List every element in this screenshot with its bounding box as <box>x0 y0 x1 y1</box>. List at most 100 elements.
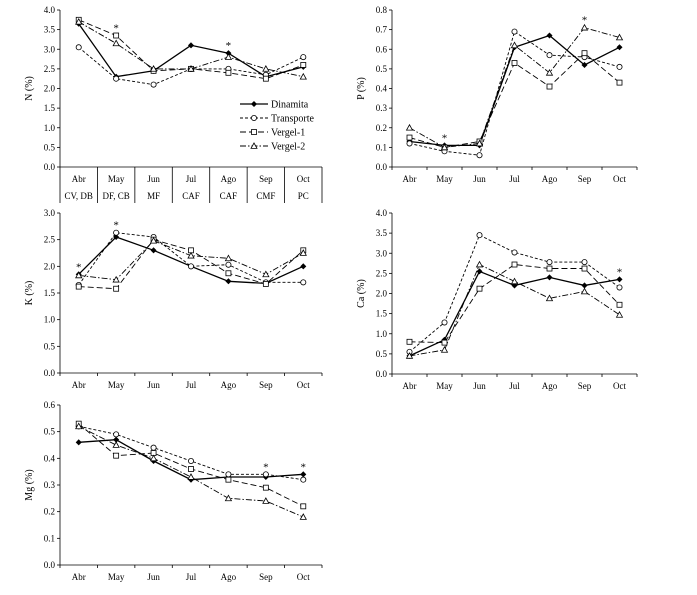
mg-data-point-vergel-2 <box>112 441 120 448</box>
p-y-tick-label: 0.5 <box>376 64 388 74</box>
p-data-point-vergel-1 <box>616 79 623 86</box>
ca-x-tick-label: Oct <box>613 381 626 391</box>
k-x-tick-label: Jul <box>186 380 197 390</box>
k-data-point-vergel-1 <box>75 283 82 290</box>
k-x-tick-label: Abr <box>72 380 86 390</box>
p-data-point-vergel-2 <box>440 143 449 151</box>
k-series-line-vergel-2 <box>78 240 304 281</box>
mg-y-axis-label: Mg (%) <box>24 469 35 500</box>
legend-swatch-marker <box>250 115 257 122</box>
k-data-point-vergel-1 <box>262 281 269 287</box>
p-data-point-vergel-1 <box>511 60 518 66</box>
mg-y-tick-label: 0.1 <box>44 533 55 543</box>
legend-swatch-marker <box>250 142 258 149</box>
ca-data-point-vergel-1 <box>476 285 483 292</box>
n-y-tick-label: 3.5 <box>44 25 56 35</box>
k-data-point-transporte <box>225 261 232 268</box>
p-data-point-dinamita <box>581 61 588 68</box>
p-significance-marker: * <box>582 15 588 27</box>
p-data-point-vergel-1 <box>406 134 413 141</box>
n-data-point-vergel-1 <box>300 62 307 68</box>
mg-data-point-dinamita <box>75 439 82 446</box>
ca-y-tick-label: 2.5 <box>376 268 388 278</box>
k-y-tick-label: 1.5 <box>44 288 56 298</box>
k-data-point-vergel-2 <box>112 275 120 283</box>
ca-data-point-transporte <box>546 259 553 266</box>
p-data-point-vergel-2 <box>405 123 414 131</box>
p-x-tick-label: Abr <box>403 174 417 184</box>
p-data-point-transporte <box>406 140 413 147</box>
mg-data-point-vergel-2 <box>187 473 195 480</box>
k-y-tick-label: 3.0 <box>44 208 56 218</box>
ca-y-tick-label: 2.0 <box>376 289 388 299</box>
p-y-tick-label: 0.3 <box>376 103 388 113</box>
ca-data-point-vergel-2 <box>510 277 519 285</box>
p-x-tick-label: Jul <box>509 174 520 184</box>
ca-x-tick-label: Sep <box>578 381 592 391</box>
k-data-point-transporte <box>113 229 120 236</box>
ca-data-point-dinamita <box>581 282 588 289</box>
k-data-point-vergel-2 <box>75 271 83 279</box>
n-y-tick-label: 0.0 <box>44 162 56 172</box>
ca-x-tick-label: Ago <box>542 381 558 391</box>
chart-p: 0.0 0.1 0.2 0.3 0.4 0.5 0.6 0.7 0.8 P (%) Abr May Ju… <box>356 5 638 184</box>
legend-swatch-marker <box>251 129 257 135</box>
k-data-point-transporte <box>300 279 307 286</box>
p-x-tick-label: Ago <box>542 174 558 184</box>
p-y-tick-label: 0.7 <box>376 25 388 35</box>
n-y-tick-label: 1.0 <box>44 123 56 133</box>
mg-data-point-vergel-2 <box>75 422 83 430</box>
p-data-point-vergel-1 <box>546 83 553 90</box>
p-y-axis-label: P (%) <box>356 77 367 100</box>
mg-data-point-vergel-1 <box>188 466 194 472</box>
n-x-tick-label: Ago <box>221 174 237 184</box>
chart-k: 0.0 0.5 1.0 1.5 2.0 2.5 3.0 K (%) Abr May Jun Jul Ag… <box>24 208 323 390</box>
ca-data-point-vergel-2 <box>545 294 554 302</box>
p-data-point-transporte <box>616 63 623 70</box>
p-x-tick-label: Sep <box>578 174 592 184</box>
ca-data-point-dinamita <box>476 268 483 275</box>
k-data-point-vergel-2 <box>187 251 195 259</box>
n-data-point-vergel-2 <box>224 53 233 60</box>
n-y-tick-label: 3.0 <box>44 44 56 54</box>
p-y-tick-label: 0.2 <box>376 123 387 133</box>
p-data-point-transporte <box>476 152 483 159</box>
k-y-tick-label: 1.0 <box>44 315 56 325</box>
mg-data-point-vergel-1 <box>225 476 232 483</box>
n-data-point-vergel-2 <box>112 39 120 47</box>
n-y-tick-label: 2.5 <box>44 64 56 74</box>
n-data-point-vergel-2 <box>75 17 83 25</box>
legend-label: Vergel-1 <box>271 128 305 139</box>
mg-y-tick-label: 0.6 <box>44 400 56 410</box>
n-x-tick-label: Oct <box>297 174 310 184</box>
legend-label: Transporte <box>271 114 315 125</box>
ca-data-point-transporte <box>441 319 448 326</box>
ca-y-axis-label: Ca (%) <box>356 279 367 308</box>
p-series-line-dinamita <box>409 34 620 147</box>
chart-ca: 0.0 0.5 1.0 1.5 2.0 2.5 3.0 3.5 4.0 Ca (%) Abr May J… <box>356 208 638 391</box>
ca-data-point-transporte <box>581 259 588 266</box>
n-y-tick-label: 2.0 <box>44 84 56 94</box>
n-data-point-transporte <box>75 44 82 51</box>
ca-data-point-vergel-1 <box>581 265 588 272</box>
ca-x-tick-label: May <box>436 381 453 391</box>
ca-data-point-vergel-2 <box>440 346 449 353</box>
ca-data-point-vergel-1 <box>511 261 518 268</box>
k-y-tick-label: 0.0 <box>44 368 56 378</box>
p-data-point-vergel-1 <box>581 50 588 57</box>
mg-data-point-transporte <box>150 444 157 451</box>
k-data-point-dinamita <box>225 278 232 285</box>
p-y-tick-label: 0.1 <box>376 142 387 152</box>
mg-data-point-vergel-1 <box>300 503 307 510</box>
mg-y-tick-label: 0.0 <box>44 560 56 570</box>
p-data-point-vergel-2 <box>510 41 519 49</box>
legend: Dinamita Transporte Vergel-1 Vergel-2 <box>240 100 315 153</box>
phenology-label: CV, DB <box>65 191 93 201</box>
n-data-point-vergel-1 <box>225 69 232 76</box>
n-x-tick-label: Abr <box>72 174 86 184</box>
n-y-tick-label: 4.0 <box>44 5 56 15</box>
n-x-tick-label: May <box>108 174 125 184</box>
p-y-tick-label: 0.4 <box>376 84 388 94</box>
p-x-tick-label: Jun <box>473 174 486 184</box>
p-data-point-vergel-2 <box>580 23 589 31</box>
